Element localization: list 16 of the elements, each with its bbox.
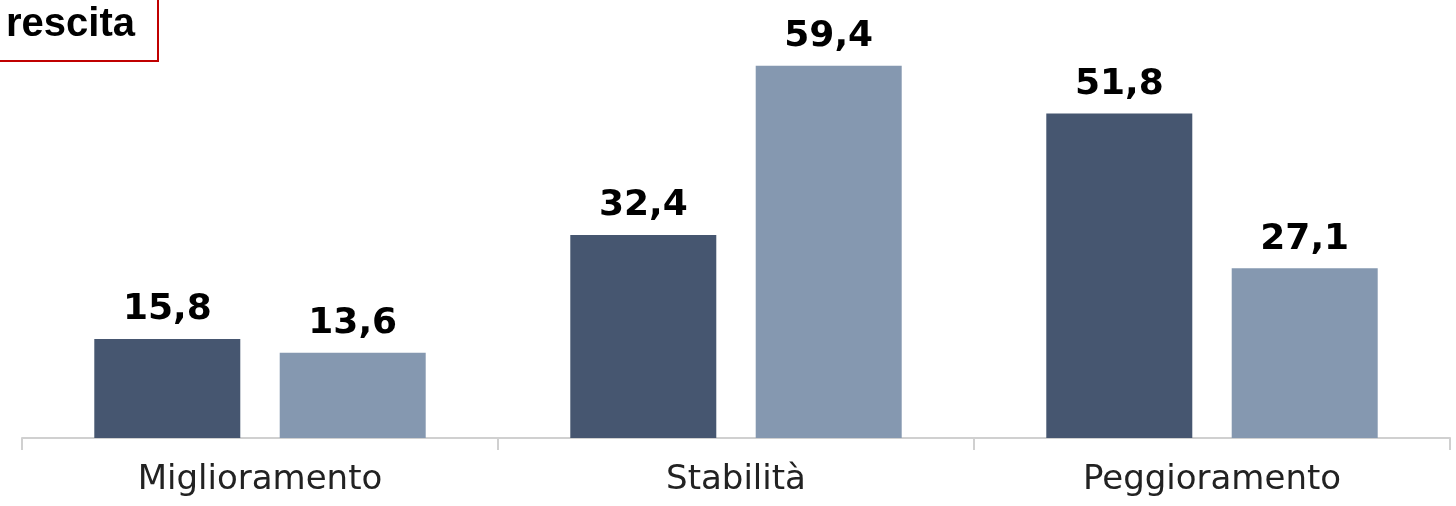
data-label: 51,8 [1074, 60, 1164, 102]
bar [279, 352, 426, 438]
bar [1046, 113, 1193, 438]
data-label: 15,8 [122, 286, 212, 328]
data-label: 13,6 [308, 300, 398, 342]
x-tick-label: Peggioramento [1082, 457, 1342, 497]
bar [570, 234, 717, 438]
x-tick-label: Miglioramento [137, 457, 383, 497]
bar [1231, 268, 1378, 438]
data-label: 32,4 [598, 182, 688, 224]
data-label: 59,4 [784, 13, 874, 55]
chart-title: rescita [0, 0, 159, 62]
bar [94, 338, 241, 438]
data-label: 27,1 [1260, 215, 1350, 257]
x-tick-label: Stabilità [666, 457, 806, 497]
bar [755, 65, 902, 438]
